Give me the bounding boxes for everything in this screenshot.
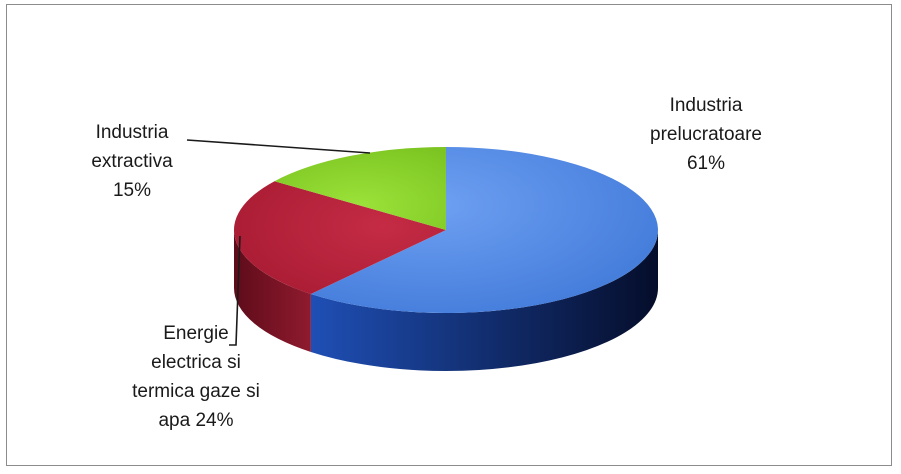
data-label-line: Energie (163, 323, 229, 344)
data-label-line: 61% (687, 153, 725, 174)
data-label-industria-extractiva: Industria extractiva 15% (91, 122, 173, 201)
pie-depth (234, 230, 658, 371)
pie-slices (234, 147, 659, 313)
data-labels: Industria prelucratoare 61% Energie electric… (91, 95, 762, 431)
data-label-line: extractiva (91, 151, 173, 172)
data-label-line: electrica si (151, 352, 241, 373)
data-label-industria-prelucratoare: Industria prelucratoare 61% (650, 95, 762, 174)
data-label-line: 15% (113, 180, 151, 201)
data-label-line: termica gaze si (132, 381, 260, 402)
leader-line-energie-electrica (229, 235, 241, 346)
data-label-line: Industria (96, 122, 169, 143)
data-label-line: prelucratoare (650, 124, 762, 145)
leader-line-industria-extractiva (186, 139, 371, 154)
pie-side-industria-prelucratoare (310, 230, 658, 371)
data-label-line: apa 24% (158, 410, 233, 431)
pie-slice-industria-extractiva (274, 147, 446, 230)
leader-lines (186, 139, 371, 346)
data-label-line: Industria (670, 95, 743, 116)
pie-slice-energie-electrica-si-termica-gaze-si-apa (234, 181, 446, 294)
pie-slice-industria-prelucratoare (310, 147, 659, 313)
pie-side-energie-electrica-si-termica-gaze-si-apa (234, 230, 311, 352)
data-label-energie-electrica-si-termica-gaze-si-apa: Energie electrica si termica gaze si apa 24… (132, 323, 260, 431)
